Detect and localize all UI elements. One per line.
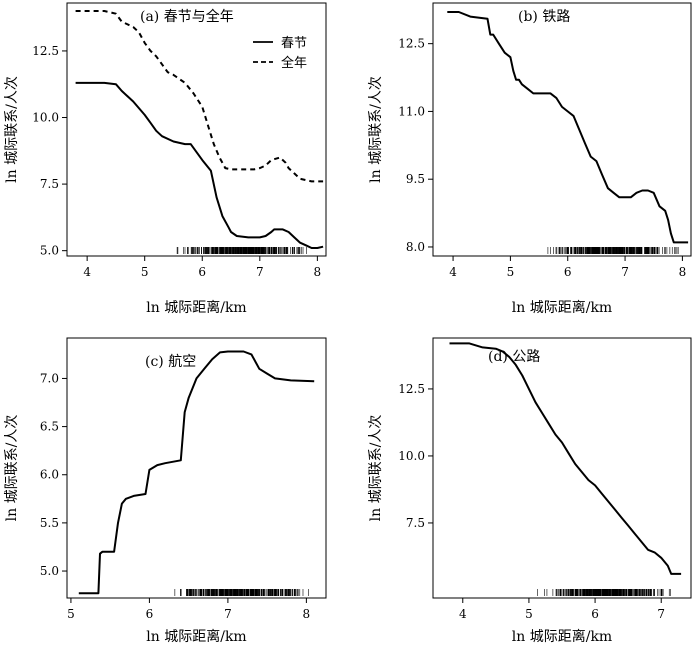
x-tick-label: 5 <box>507 265 515 279</box>
legend-label: 春节 <box>281 36 307 51</box>
y-tick-label: 6.0 <box>40 468 59 482</box>
rug <box>174 589 309 596</box>
x-tick-label: 5 <box>525 607 533 621</box>
x-tick-label: 5 <box>67 607 75 621</box>
series-line-0 <box>447 11 689 244</box>
y-tick-label: 7.5 <box>406 516 425 530</box>
y-axis-label: ln 城际联系/人次 <box>4 415 20 522</box>
y-tick-label: 5.0 <box>40 244 59 258</box>
y-tick-label: 5.5 <box>40 516 59 530</box>
panel-title: (b) 铁路 <box>518 9 570 25</box>
x-tick-label: 4 <box>449 265 457 279</box>
plot-frame <box>432 337 692 599</box>
y-tick-label: 12.5 <box>32 44 59 58</box>
y-axis-label: ln 城际联系/人次 <box>368 76 384 183</box>
x-tick-label: 6 <box>564 265 572 279</box>
y-axis-label: ln 城际联系/人次 <box>4 76 20 183</box>
x-tick-label: 5 <box>141 265 149 279</box>
rug <box>176 247 307 254</box>
plot-frame <box>432 2 692 257</box>
rug <box>547 247 679 254</box>
legend-label: 全年 <box>281 55 307 71</box>
x-axis-label: ln 城际距离/km <box>146 628 246 645</box>
x-axis-label: ln 城际距离/km <box>146 299 246 316</box>
panel-title: (d) 公路 <box>488 349 540 365</box>
panel-2: 5 6 7 8 5.0 5.5 6.0 6.5 7.0 ln 城际距离/km ln 城际联系/人次 (… <box>4 337 327 645</box>
y-tick-label: 11.0 <box>398 104 425 118</box>
series-line-0 <box>449 342 682 575</box>
rug <box>537 589 671 596</box>
series-line-0 <box>75 81 324 249</box>
x-tick-label: 7 <box>621 265 629 279</box>
y-tick-label: 12.5 <box>398 37 425 51</box>
x-tick-label: 8 <box>303 607 311 621</box>
x-tick-label: 7 <box>657 607 665 621</box>
x-tick-label: 7 <box>256 265 264 279</box>
y-tick-label: 12.5 <box>398 382 425 396</box>
y-tick-label: 10.0 <box>32 111 59 125</box>
y-tick-label: 6.5 <box>40 420 59 434</box>
series-line-0 <box>78 350 315 595</box>
y-tick-label: 8.0 <box>406 240 425 254</box>
x-tick-label: 6 <box>591 607 599 621</box>
x-tick-label: 4 <box>459 607 467 621</box>
x-tick-label: 6 <box>198 265 206 279</box>
panel-1: 4 5 6 7 8 8.0 9.5 11.0 12.5 ln 城际距离/km ln 城际联系/人次 (… <box>368 2 692 316</box>
x-tick-label: 6 <box>146 607 154 621</box>
series-line-1 <box>75 10 324 183</box>
y-tick-label: 9.5 <box>406 172 425 186</box>
x-axis-label: ln 城际距离/km <box>512 628 612 645</box>
x-tick-label: 4 <box>83 265 91 279</box>
panel-3: 4 5 6 7 7.5 10.0 12.5 ln 城际距离/km ln 城际联系/人次 (d) 公… <box>368 337 692 645</box>
plot-frame <box>66 337 327 599</box>
y-tick-label: 7.0 <box>40 371 59 385</box>
x-axis-label: ln 城际距离/km <box>512 299 612 316</box>
panel-title: (c) 航空 <box>145 354 196 370</box>
plot-frame <box>66 2 327 257</box>
panel-title: (a) 春节与全年 <box>140 8 234 25</box>
y-tick-label: 7.5 <box>40 177 59 191</box>
panel-0: 4 5 6 7 8 5.0 7.5 10.0 12.5 ln 城际距离/km ln 城际联系/人次 (… <box>4 2 327 316</box>
y-tick-label: 5.0 <box>40 564 59 578</box>
y-tick-label: 10.0 <box>398 449 425 463</box>
x-tick-label: 8 <box>314 265 322 279</box>
x-tick-label: 7 <box>224 607 232 621</box>
x-tick-label: 8 <box>679 265 687 279</box>
y-axis-label: ln 城际联系/人次 <box>368 415 384 522</box>
